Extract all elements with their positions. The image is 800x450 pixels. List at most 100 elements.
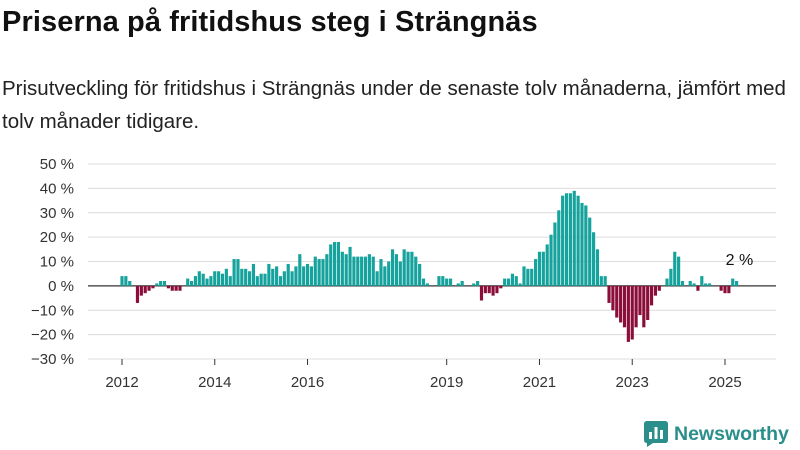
bar <box>151 285 155 289</box>
bar <box>541 251 545 286</box>
bar <box>653 285 658 296</box>
bar <box>510 273 514 286</box>
bar <box>526 268 530 286</box>
bar <box>159 281 163 286</box>
bar <box>247 271 252 286</box>
bar <box>313 256 317 286</box>
bar <box>259 273 263 286</box>
bar-chart: 50 % 40 % 30 % 20 % 10 % 0 % −10 % −20 % −30 % 20… <box>31 156 776 391</box>
bar <box>128 281 132 286</box>
bar <box>576 195 580 286</box>
bar <box>294 266 298 286</box>
bar <box>162 281 167 286</box>
bar <box>205 278 209 286</box>
bar <box>363 256 368 286</box>
bar <box>700 276 704 286</box>
bar <box>642 285 646 328</box>
bar <box>669 268 673 286</box>
bar <box>406 251 410 286</box>
bar <box>456 283 460 286</box>
bar <box>719 285 723 291</box>
chart-title: Priserna på fritidshus steg i Strängnäs <box>2 6 538 38</box>
bar <box>564 193 569 286</box>
x-tick-label: 2023 <box>616 374 649 391</box>
bar <box>410 251 414 286</box>
bar <box>646 285 650 321</box>
bar <box>387 261 391 286</box>
bar <box>302 266 306 286</box>
bar <box>298 254 302 286</box>
bar <box>634 285 638 328</box>
bar <box>263 273 267 286</box>
bar <box>170 285 174 291</box>
bar <box>611 285 615 311</box>
bar <box>561 195 565 286</box>
bar <box>599 276 603 286</box>
bar <box>414 256 418 286</box>
bar <box>267 263 271 286</box>
bar <box>723 285 727 294</box>
bar <box>491 285 495 296</box>
bar <box>445 278 449 286</box>
bar <box>696 285 700 291</box>
bar <box>244 268 248 286</box>
bar <box>217 271 221 286</box>
bar <box>630 285 634 340</box>
bar <box>186 278 190 286</box>
bar <box>356 256 360 286</box>
bar <box>135 285 140 303</box>
bar <box>286 263 290 286</box>
brand-logo: Newsworthy <box>644 420 789 448</box>
bar <box>371 256 375 286</box>
bar <box>591 232 596 286</box>
bar <box>425 283 429 286</box>
bar <box>120 276 124 286</box>
y-tick-label: 10 % <box>40 254 74 271</box>
bar <box>568 193 572 286</box>
bar <box>383 266 387 286</box>
bar <box>340 251 344 286</box>
bar <box>325 254 329 286</box>
y-tick-label: 0 % <box>48 278 74 295</box>
bar <box>251 263 256 286</box>
bar <box>499 285 503 289</box>
bar <box>649 285 654 306</box>
bar <box>595 249 600 286</box>
bar <box>418 263 422 286</box>
bar <box>530 268 534 286</box>
bar <box>278 276 283 286</box>
bar <box>321 259 325 286</box>
bar <box>572 190 576 286</box>
bar <box>448 278 453 286</box>
bar <box>329 244 333 286</box>
bar <box>240 268 244 286</box>
x-tick-label: 2016 <box>291 374 324 391</box>
bar <box>143 285 147 294</box>
bar <box>178 285 182 291</box>
bar <box>437 276 441 286</box>
bar <box>727 285 731 294</box>
y-tick-label: 20 % <box>40 229 74 246</box>
bar <box>193 276 198 286</box>
y-tick-label: 50 % <box>40 156 74 173</box>
bar <box>522 266 526 286</box>
y-tick-label: −30 % <box>31 351 74 368</box>
bar <box>735 281 739 286</box>
bar <box>390 249 395 286</box>
y-tick-label: −10 % <box>31 302 74 319</box>
x-tick-label: 2025 <box>708 374 741 391</box>
bar <box>394 254 399 286</box>
bar <box>503 278 507 286</box>
bar <box>580 203 584 286</box>
bar <box>166 285 170 289</box>
bar <box>402 249 406 286</box>
bar <box>588 217 592 286</box>
bar <box>657 285 661 291</box>
bar <box>124 276 128 286</box>
bar <box>549 234 553 286</box>
bar <box>534 259 538 286</box>
x-tick-label: 2014 <box>198 374 231 391</box>
bar <box>305 263 310 286</box>
bar <box>704 283 708 286</box>
bar <box>398 261 402 286</box>
